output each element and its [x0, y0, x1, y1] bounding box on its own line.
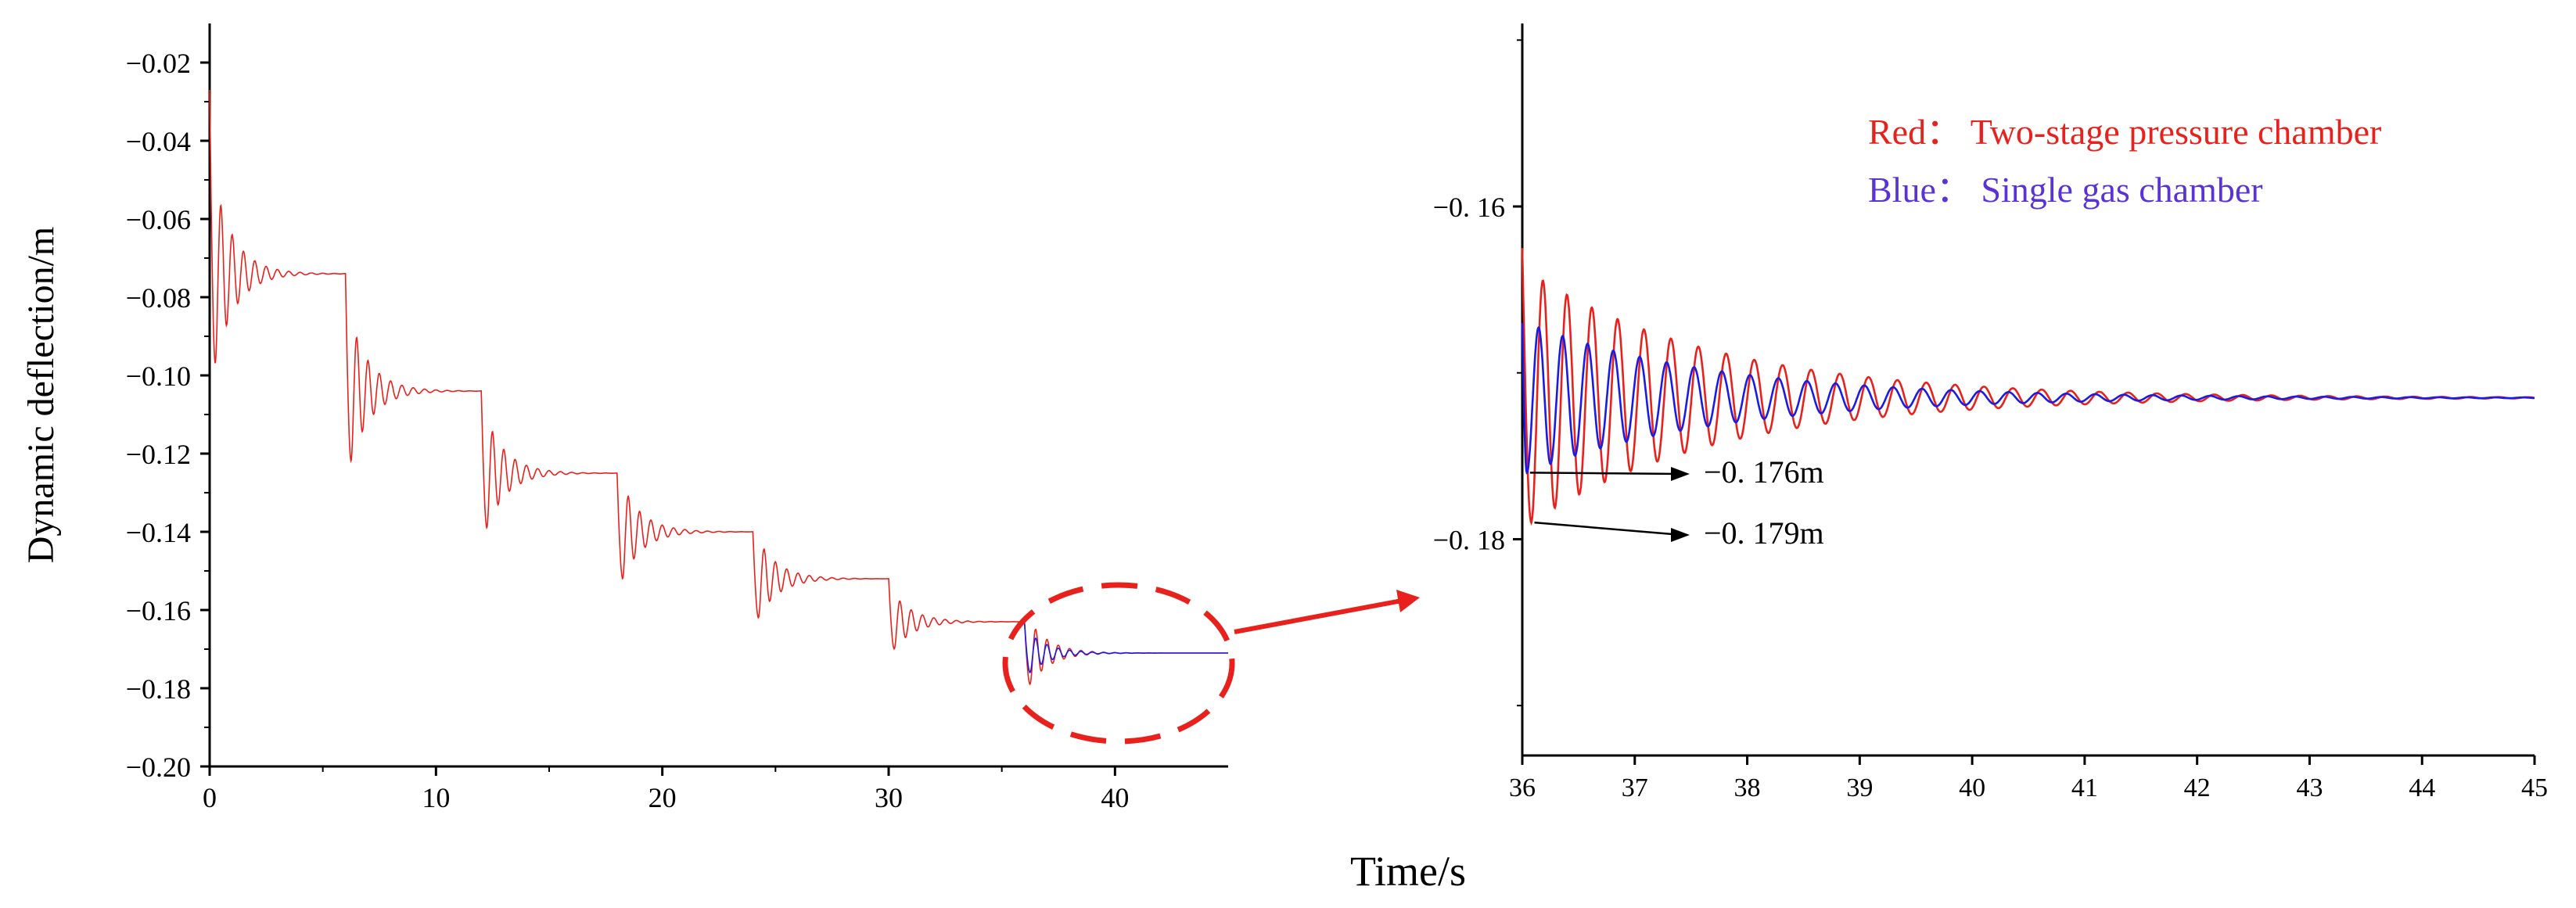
zoom-arrow-line — [1234, 598, 1403, 634]
zoom-x-tick-label: 45 — [2521, 773, 2548, 802]
main-x-tick-label: 20 — [648, 782, 677, 813]
main-x-tick-label: 40 — [1101, 782, 1129, 813]
main-series-blue-line — [1023, 621, 1228, 674]
zoom-x-ticks: 36 37 38 39 40 41 42 43 44 45 — [1509, 755, 2548, 802]
legend-entry-red: Red： Two-stage pressure chamber — [1868, 112, 2381, 152]
main-x-ticks: 0 10 20 30 40 — [203, 766, 1129, 813]
y-axis-title: Dynamic deflection/m — [20, 227, 62, 564]
annotation-arrowhead — [1671, 467, 1690, 481]
zoom-y-tick-label: −0. 16 — [1433, 192, 1505, 223]
main-y-ticks: −0.02 −0.04 −0.06 −0.08 −0.10 −0.12 −0.14 −0.16… — [126, 48, 210, 783]
main-y-tick-label: −0.14 — [126, 517, 191, 548]
zoom-x-tick-label: 38 — [1734, 773, 1761, 802]
main-x-tick-label: 30 — [875, 782, 903, 813]
zoom-y-ticks: −0. 16 −0. 18 — [1433, 39, 1522, 707]
annotation-leader-line — [1534, 521, 1683, 537]
annotation-arrowhead — [1671, 528, 1690, 542]
main-y-tick-label: −0.16 — [126, 595, 191, 626]
main-chart: −0.02 −0.04 −0.06 −0.08 −0.10 −0.12 −0.14 −0.16… — [20, 23, 1228, 813]
main-y-tick-label: −0.04 — [126, 126, 191, 157]
zoom-legend: Red： Two-stage pressure chamber Blue： Si… — [1868, 112, 2381, 210]
x-axis-title: Time/s — [1350, 848, 1466, 895]
zoom-y-tick-label: −0. 18 — [1433, 524, 1505, 555]
zoom-x-tick-label: 41 — [2071, 773, 2098, 802]
main-y-tick-label: −0.06 — [126, 204, 191, 235]
zoom-x-tick-label: 43 — [2296, 773, 2323, 802]
main-y-tick-label: −0.12 — [126, 439, 191, 470]
annotation-label: −0. 179m — [1704, 515, 1824, 551]
zoom-chart: −0. 16 −0. 18 36 37 38 39 40 41 42 43 44 45 −0. 17… — [1433, 23, 2548, 802]
annotation-label: −0. 176m — [1704, 454, 1824, 490]
main-y-tick-label: −0.18 — [126, 673, 191, 705]
zoom-annotations: −0. 176m −0. 179m — [1529, 454, 1824, 551]
zoom-callout — [1002, 582, 1420, 745]
zoom-arrow-head — [1396, 590, 1420, 612]
zoom-series — [1521, 248, 2535, 526]
main-y-tick-label: −0.02 — [126, 48, 191, 79]
main-series-red-line — [209, 89, 1228, 686]
zoom-x-tick-label: 44 — [2409, 773, 2435, 802]
zoom-series-red-line — [1521, 248, 2535, 526]
zoom-series-blue-line — [1521, 322, 2535, 475]
zoom-x-tick-label: 36 — [1509, 773, 1536, 802]
annotation-leader-line — [1529, 472, 1683, 476]
zoom-highlight-ellipse — [1002, 582, 1235, 745]
zoom-x-tick-label: 39 — [1846, 773, 1873, 802]
main-y-tick-label: −0.10 — [126, 361, 191, 392]
main-x-tick-label: 10 — [422, 782, 450, 813]
main-series — [209, 89, 1228, 686]
main-x-tick-label: 0 — [203, 782, 217, 813]
legend-entry-blue: Blue： Single gas chamber — [1868, 170, 2263, 210]
zoom-x-tick-label: 37 — [1622, 773, 1648, 802]
main-y-tick-label: −0.08 — [126, 282, 191, 314]
zoom-x-tick-label: 40 — [1959, 773, 1985, 802]
main-y-tick-label: −0.20 — [126, 752, 191, 783]
zoom-x-tick-label: 42 — [2184, 773, 2211, 802]
